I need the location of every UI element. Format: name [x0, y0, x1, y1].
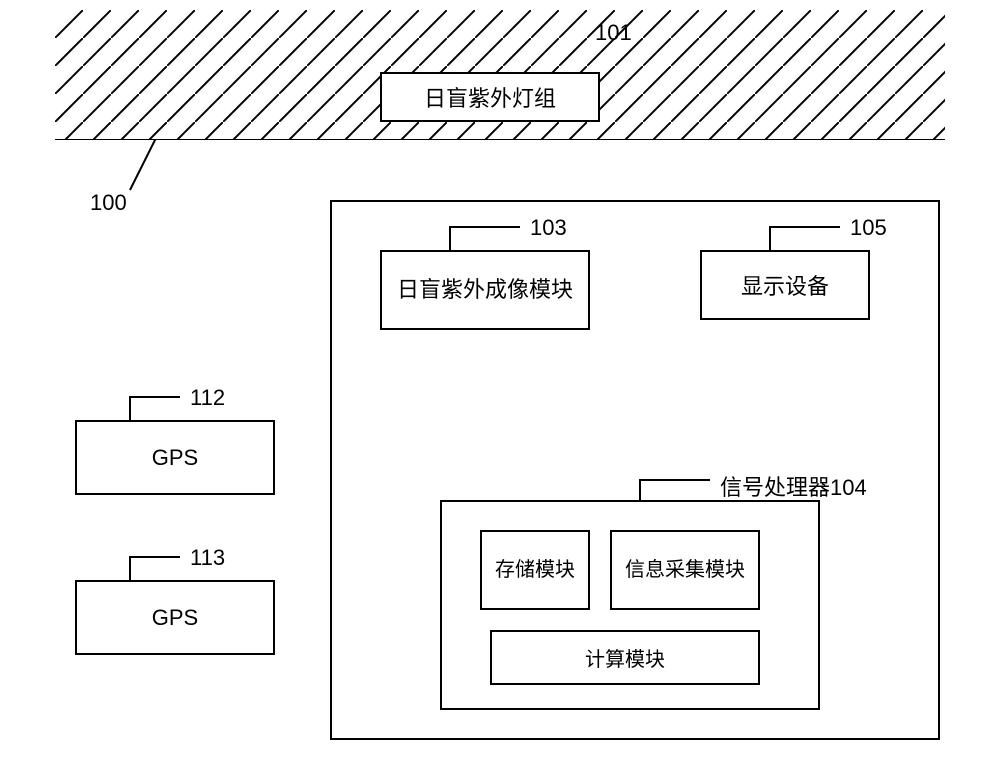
display-device-box: 显示设备 [700, 250, 870, 320]
ref-101: 101 [595, 20, 632, 46]
diagram-canvas: 日盲紫外灯组 日盲紫外成像模块 显示设备 信号处理器104 存储模块 信息采集模… [0, 0, 1000, 770]
signal-processor-title-text: 信号处理器104 [720, 475, 867, 500]
lamp-group-label: 日盲紫外灯组 [424, 81, 556, 113]
ref-103-text: 103 [530, 215, 567, 240]
ref-113: 113 [190, 545, 225, 571]
ref-105-text: 105 [850, 215, 887, 240]
ref-105: 105 [850, 215, 887, 241]
compute-module-label: 计算模块 [585, 643, 665, 672]
gps2-box: GPS [75, 580, 275, 655]
gps1-box: GPS [75, 420, 275, 495]
ref-100: 100 [90, 190, 127, 216]
imaging-module-label: 日盲紫外成像模块 [397, 276, 573, 304]
lamp-group-box: 日盲紫外灯组 [380, 72, 600, 122]
storage-module-box: 存储模块 [480, 530, 590, 610]
display-device-label: 显示设备 [741, 269, 829, 301]
ref-112: 112 [190, 385, 225, 411]
storage-module-label: 存储模块 [495, 558, 575, 583]
gps1-label: GPS [152, 445, 198, 471]
ref-101-text: 101 [595, 20, 632, 45]
gps2-label: GPS [152, 605, 198, 631]
signal-processor-title: 信号处理器104 [720, 470, 867, 502]
ref-103: 103 [530, 215, 567, 241]
ref-113-text: 113 [190, 545, 225, 570]
imaging-module-box: 日盲紫外成像模块 [380, 250, 590, 330]
acquisition-module-box: 信息采集模块 [610, 530, 760, 610]
compute-module-box: 计算模块 [490, 630, 760, 685]
ref-112-text: 112 [190, 385, 225, 410]
ref-100-text: 100 [90, 190, 127, 215]
acquisition-module-label: 信息采集模块 [625, 558, 745, 583]
